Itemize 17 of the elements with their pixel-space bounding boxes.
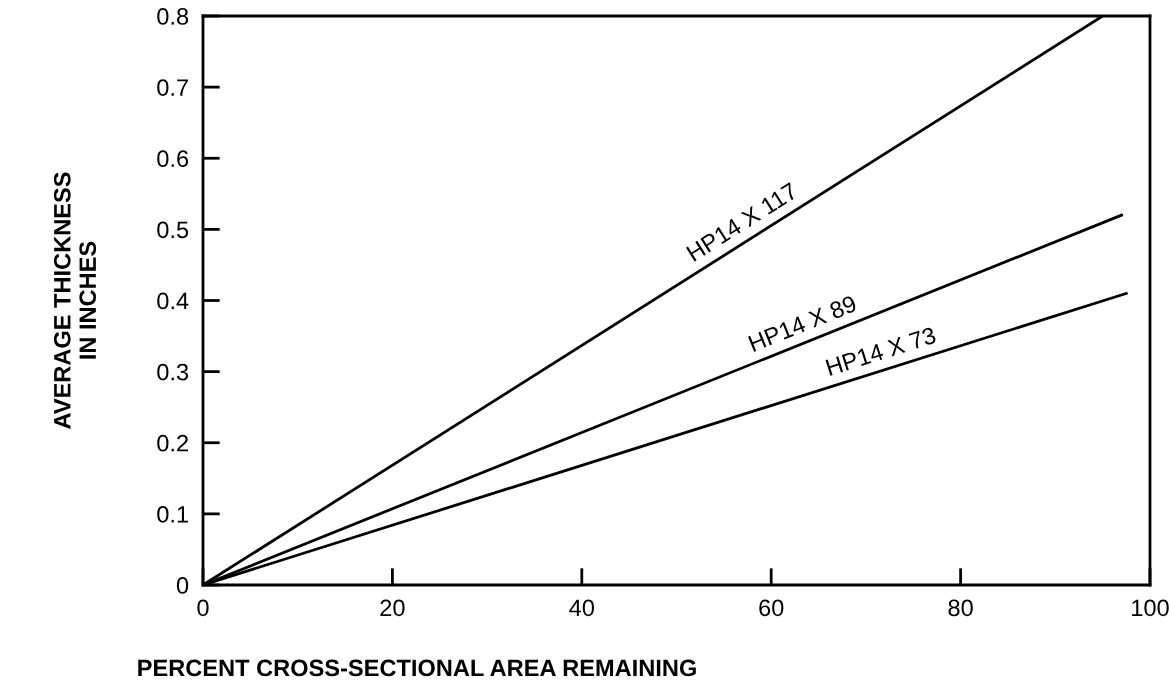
y-tick-label: 0.4 xyxy=(157,292,189,310)
y-axis-title: AVERAGE THICKNESS IN INCHES xyxy=(53,172,97,429)
y-tick-label: 0.3 xyxy=(157,363,189,381)
y-tick-label: 0.7 xyxy=(157,79,188,96)
y-tick-label: 0.5 xyxy=(157,221,189,239)
x-tick-label: 20 xyxy=(380,599,405,617)
x-axis-title: PERCENT CROSS-SECTIONAL AREA REMAINING xyxy=(138,659,696,677)
x-tick-label: 80 xyxy=(948,599,973,617)
y-tick-label: 0.1 xyxy=(157,505,188,523)
x-tick-label: 40 xyxy=(569,599,595,617)
x-tick-label: 100 xyxy=(1132,599,1169,617)
x-tick-label: 0 xyxy=(197,599,209,617)
x-tick-label: 60 xyxy=(759,599,784,617)
y-tick-label: 0.2 xyxy=(157,434,188,452)
y-tick-label: 0 xyxy=(176,577,189,594)
y-tick-label: 0.6 xyxy=(157,150,189,168)
y-tick-label: 0.8 xyxy=(157,8,189,25)
